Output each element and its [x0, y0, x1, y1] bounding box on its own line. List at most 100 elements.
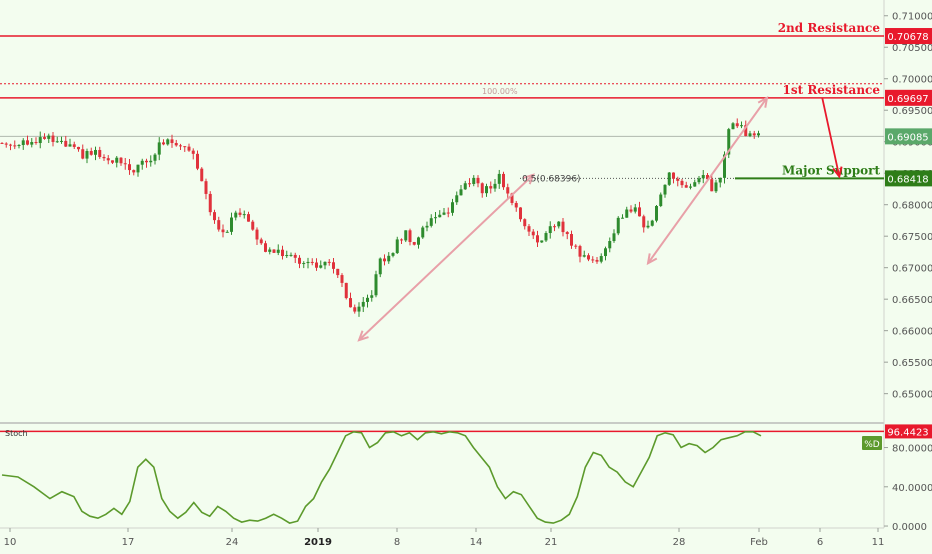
candle-body[interactable]	[200, 168, 204, 182]
candle-body[interactable]	[680, 180, 684, 186]
candle-body[interactable]	[378, 258, 382, 275]
candle-body[interactable]	[136, 164, 140, 173]
candle-body[interactable]	[102, 156, 106, 159]
candle-body[interactable]	[302, 263, 306, 265]
candle-body[interactable]	[140, 160, 144, 165]
candle-body[interactable]	[310, 261, 314, 263]
candle-body[interactable]	[485, 186, 488, 194]
candle-body[interactable]	[472, 177, 476, 184]
candle-body[interactable]	[718, 177, 722, 183]
candle-body[interactable]	[366, 297, 369, 302]
candle-body[interactable]	[667, 172, 671, 185]
candle-body[interactable]	[408, 230, 412, 243]
candle-body[interactable]	[315, 262, 318, 268]
candle-body[interactable]	[196, 153, 199, 169]
candle-body[interactable]	[400, 239, 403, 241]
candle-body[interactable]	[650, 220, 654, 226]
candle-body[interactable]	[81, 149, 85, 159]
candle-body[interactable]	[740, 125, 743, 127]
candle-body[interactable]	[119, 157, 123, 164]
price-pane[interactable]	[0, 0, 884, 422]
candle-body[interactable]	[47, 135, 51, 139]
candle-body[interactable]	[281, 249, 284, 257]
candle-body[interactable]	[145, 160, 148, 163]
candle-body[interactable]	[323, 261, 327, 266]
candle-body[interactable]	[731, 123, 735, 130]
candle-body[interactable]	[655, 205, 658, 221]
candle-body[interactable]	[13, 145, 17, 147]
candle-body[interactable]	[221, 229, 225, 233]
candle-body[interactable]	[616, 217, 620, 234]
candle-body[interactable]	[293, 254, 297, 258]
candle-body[interactable]	[604, 248, 607, 257]
candle-body[interactable]	[68, 144, 72, 147]
candle-body[interactable]	[225, 231, 229, 233]
candle-body[interactable]	[625, 209, 629, 218]
candle-body[interactable]	[689, 186, 692, 188]
candle-body[interactable]	[506, 187, 510, 194]
candle-body[interactable]	[744, 125, 748, 137]
candle-body[interactable]	[706, 175, 709, 180]
candle-body[interactable]	[557, 221, 561, 227]
candle-body[interactable]	[60, 140, 63, 142]
candle-body[interactable]	[361, 301, 365, 307]
candle-body[interactable]	[735, 123, 739, 127]
stoch-legend-badge[interactable]	[862, 436, 882, 450]
candle-body[interactable]	[672, 172, 675, 179]
candle-body[interactable]	[259, 239, 263, 244]
candle-body[interactable]	[463, 183, 467, 190]
candle-body[interactable]	[106, 158, 110, 161]
candle-body[interactable]	[412, 242, 416, 245]
candle-body[interactable]	[646, 225, 650, 228]
candle-body[interactable]	[51, 135, 55, 142]
candle-body[interactable]	[387, 255, 391, 262]
candle-body[interactable]	[276, 249, 280, 253]
candle-body[interactable]	[0, 142, 4, 144]
candle-body[interactable]	[340, 275, 344, 283]
candle-body[interactable]	[374, 274, 378, 296]
candle-body[interactable]	[153, 154, 157, 161]
candle-body[interactable]	[344, 282, 348, 299]
candle-body[interactable]	[272, 249, 276, 253]
candle-body[interactable]	[459, 189, 463, 196]
candle-body[interactable]	[34, 142, 38, 144]
candle-body[interactable]	[476, 177, 480, 184]
candle-body[interactable]	[289, 254, 293, 256]
candle-body[interactable]	[353, 307, 357, 312]
candle-body[interactable]	[425, 225, 429, 228]
candle-body[interactable]	[234, 212, 238, 218]
candle-body[interactable]	[357, 306, 361, 312]
candle-body[interactable]	[608, 241, 612, 249]
candle-body[interactable]	[230, 217, 233, 232]
candle-body[interactable]	[9, 144, 12, 146]
candle-body[interactable]	[531, 231, 535, 236]
candle-body[interactable]	[38, 137, 42, 144]
candle-body[interactable]	[612, 233, 616, 242]
candle-body[interactable]	[548, 226, 552, 234]
candle-body[interactable]	[727, 129, 731, 155]
candle-body[interactable]	[383, 258, 386, 262]
candle-body[interactable]	[540, 240, 544, 243]
candle-body[interactable]	[327, 261, 331, 263]
candle-body[interactable]	[723, 154, 726, 178]
candle-body[interactable]	[43, 137, 46, 139]
candle-body[interactable]	[64, 140, 68, 147]
candle-body[interactable]	[268, 249, 272, 252]
candle-body[interactable]	[587, 255, 590, 260]
candle-body[interactable]	[438, 214, 442, 218]
candle-body[interactable]	[404, 230, 408, 241]
candle-body[interactable]	[497, 173, 501, 184]
candle-body[interactable]	[26, 140, 29, 145]
candle-body[interactable]	[591, 259, 595, 261]
candle-body[interactable]	[170, 139, 174, 144]
candle-body[interactable]	[748, 133, 752, 137]
candle-body[interactable]	[149, 160, 153, 163]
candle-body[interactable]	[238, 212, 242, 215]
candle-body[interactable]	[306, 261, 310, 264]
candle-body[interactable]	[89, 151, 93, 155]
candle-body[interactable]	[213, 212, 216, 221]
candle-body[interactable]	[421, 227, 425, 238]
candle-body[interactable]	[663, 184, 667, 195]
candle-body[interactable]	[595, 259, 599, 262]
candle-body[interactable]	[638, 207, 641, 217]
